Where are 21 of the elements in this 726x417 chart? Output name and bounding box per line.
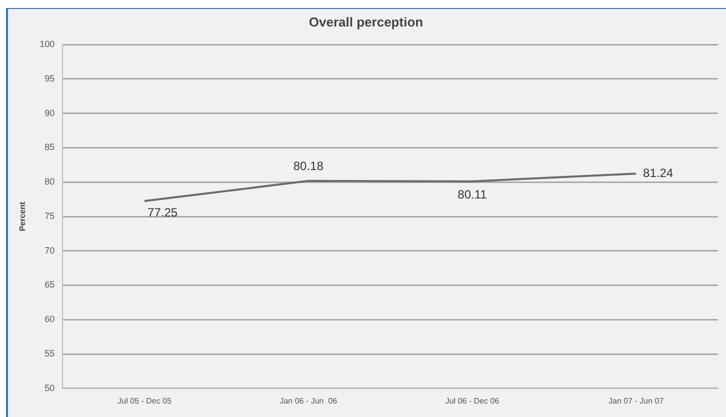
x-tick-label: Jan 06 - Jun 06 — [280, 396, 338, 406]
y-tick-label: 70 — [44, 245, 55, 256]
y-tick-label: 100 — [40, 39, 55, 50]
y-tick-label: 95 — [44, 73, 55, 84]
chart-title: Overall perception — [308, 14, 424, 30]
y-tick-label: 90 — [44, 108, 55, 118]
data-label: 77.25 — [148, 205, 178, 220]
y-tick-label: 85 — [44, 142, 55, 152]
x-tick-label: Jan 07 - Jun 07 — [608, 396, 664, 406]
x-tick-label: Jul 06 - Dec 06 — [445, 396, 500, 406]
x-tick-label: Jul 05 - Dec 05 — [118, 396, 172, 406]
y-tick-label: 65 — [44, 280, 55, 290]
y-tick-label: 75 — [44, 210, 55, 221]
y-tick-label: 50 — [44, 382, 55, 393]
y-tick-label: 80 — [44, 176, 55, 187]
y-axis-title: Percent — [18, 201, 28, 232]
data-label: 81.24 — [643, 166, 674, 180]
y-tick-label: 60 — [44, 314, 55, 324]
data-label: 80.18 — [293, 159, 324, 174]
y-tick-label: 55 — [44, 348, 55, 359]
data-label: 80.11 — [458, 188, 488, 202]
